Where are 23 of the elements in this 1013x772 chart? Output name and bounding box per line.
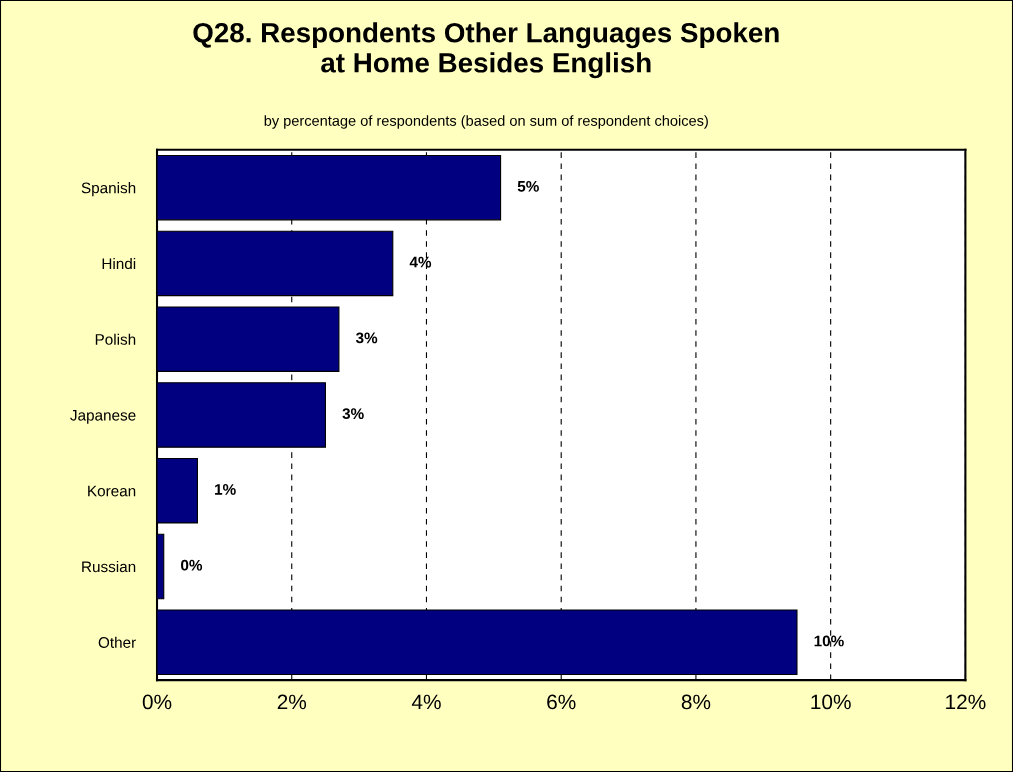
x-tick-label: 4% [411,694,441,710]
y-tick-label: Russian [82,560,136,573]
y-tick-label: Korean [88,485,136,497]
data-label: 5% [517,180,539,192]
chart-title: Q28. Respondents Other Languages Spoken at Home Besides English [193,22,779,79]
data-label: 3% [342,408,364,420]
data-label: 3% [355,332,378,344]
data-label: 0% [181,559,203,571]
x-tick-label: 12% [946,694,986,710]
y-tick-label: Polish [95,333,136,345]
x-tick-label: 0% [142,694,172,710]
y-tick-label: Hindi [102,257,136,270]
data-label: 10% [814,635,844,647]
x-tick-label: 10% [811,694,851,710]
x-tick-label: 2% [277,694,307,710]
y-tick-label: Other [98,636,136,648]
chart-subtitle: by percentage of respondents (based on sum of respondent choices) [264,115,708,129]
data-label: 1% [215,484,236,495]
data-label: 4% [409,256,432,268]
y-tick-label: Spanish [81,182,136,197]
y-tick-label: Japanese [70,409,136,424]
x-tick-label: 6% [547,694,576,710]
x-tick-label: 8% [681,694,711,710]
